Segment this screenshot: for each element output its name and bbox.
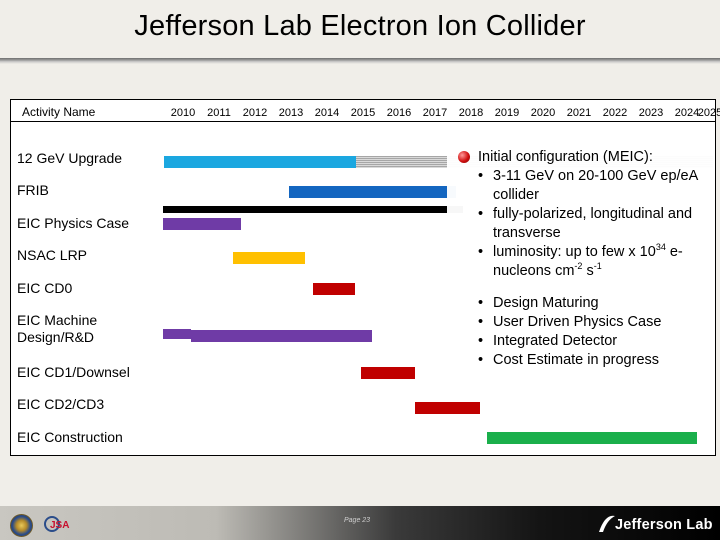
activity-label: EIC Physics Case [17, 215, 130, 231]
year-label: 2021 [566, 107, 592, 119]
bullet-dot: • [478, 295, 484, 311]
callout-sub-item: • luminosity: up to few x 1034 e-nucleon… [478, 243, 710, 281]
year-label: 2023 [638, 107, 664, 119]
bar-eic-construction [487, 432, 697, 444]
activity-label: EIC CD1/Downsel [17, 364, 130, 380]
status-text: User Driven Physics Case [493, 314, 662, 330]
year-label: 2019 [494, 107, 520, 119]
activity-label: EIC Machine Design/R&D [17, 312, 98, 345]
callout-sub-item: • 3-11 GeV on 20-100 GeV ep/eA collider [478, 167, 710, 205]
doe-seal-icon [10, 514, 33, 537]
jefferson-lab-logo: Jefferson Lab [595, 512, 715, 536]
bullet-dot: • [478, 206, 484, 222]
row-divider-bar [163, 206, 463, 213]
callout-sub-text: fully-polarized, longitudinal and transv… [493, 206, 693, 241]
luminosity-exponent: 34 [655, 242, 666, 253]
status-text: Integrated Detector [493, 333, 618, 349]
bar-frib [289, 186, 456, 198]
activity-label: FRIB [17, 182, 49, 198]
bar-eic-cd1-downsel [361, 367, 415, 379]
bar-eic-cd0 [313, 283, 355, 295]
year-label: 2020 [530, 107, 556, 119]
status-item: • Design Maturing [478, 294, 713, 313]
logo-text: Jefferson Lab [615, 517, 713, 533]
luminosity-post: e-nucleons cm [493, 244, 683, 279]
jsa-logo-icon: JSA [44, 516, 69, 532]
luminosity-pre: luminosity: up to few x 10 [493, 244, 656, 260]
activity-label: 12 GeV Upgrade [17, 150, 123, 166]
cm-exponent: -2 [574, 261, 583, 272]
footer-bar: JSA Page 23 Jefferson Lab [0, 506, 720, 540]
bullet-dot: • [478, 314, 484, 330]
page-number: Page 23 [344, 517, 371, 524]
red-bullet-icon [458, 151, 470, 163]
callout-main-bullet: Initial configuration (MEIC): • 3-11 GeV… [458, 148, 710, 281]
status-text: Design Maturing [493, 295, 599, 311]
year-label: 2017 [422, 107, 448, 119]
bar-eic-machine-design-start [163, 329, 191, 339]
year-label: 2025 [697, 107, 720, 119]
bar-nsac-lrp [233, 252, 305, 264]
bullet-dot: • [478, 168, 484, 184]
bar-12gev-upgrade [164, 156, 356, 168]
bar-eic-machine-design [191, 330, 372, 342]
status-item: • User Driven Physics Case [478, 313, 713, 332]
bullet-dot: • [478, 352, 484, 368]
year-label: 2012 [242, 107, 268, 119]
title-divider [0, 58, 720, 64]
bar-eic-cd2-cd3 [415, 402, 480, 414]
year-label: 2015 [350, 107, 376, 119]
meic-callout: Initial configuration (MEIC): • 3-11 GeV… [447, 142, 715, 375]
callout-heading: Initial configuration (MEIC): [478, 149, 653, 165]
activity-label: EIC CD0 [17, 280, 73, 296]
bar-eic-physics-case [163, 218, 241, 230]
status-item: • Integrated Detector [478, 332, 713, 351]
year-label: 2010 [170, 107, 196, 119]
callout-sub-item: • fully-polarized, longitudinal and tran… [478, 205, 710, 243]
status-text: Cost Estimate in progress [493, 352, 660, 368]
year-label: 2018 [458, 107, 484, 119]
activity-label: NSAC LRP [17, 247, 88, 263]
year-label: 2024 [674, 107, 700, 119]
bullet-dot: • [478, 333, 484, 349]
year-label: 2014 [314, 107, 340, 119]
s-exponent: -1 [593, 261, 602, 272]
year-label: 2016 [386, 107, 412, 119]
activity-label: EIC Construction [17, 429, 123, 445]
luminosity-s: s [582, 263, 594, 279]
svg-text:JSA: JSA [50, 520, 69, 531]
status-item: • Cost Estimate in progress [478, 351, 713, 370]
gantt-chart: Activity Name 2010 2011 2012 2013 2014 2… [10, 99, 720, 456]
luminosity-text: luminosity: up to few x 1034 e-nucleons … [493, 242, 683, 279]
activity-name-header: Activity Name [22, 105, 96, 119]
status-list: • Design Maturing • User Driven Physics Ca… [478, 294, 713, 370]
page-title: Jefferson Lab Electron Ion Collider [134, 10, 586, 42]
year-label: 2022 [602, 107, 628, 119]
callout-sub-text: 3-11 GeV on 20-100 GeV ep/eA collider [493, 168, 698, 203]
bullet-dot: • [478, 244, 484, 260]
year-label: 2013 [278, 107, 304, 119]
year-label: 2011 [207, 107, 231, 119]
gantt-header: Activity Name 2010 2011 2012 2013 2014 2… [11, 100, 720, 122]
activity-label: EIC CD2/CD3 [17, 396, 105, 412]
swoosh-icon [599, 515, 615, 532]
